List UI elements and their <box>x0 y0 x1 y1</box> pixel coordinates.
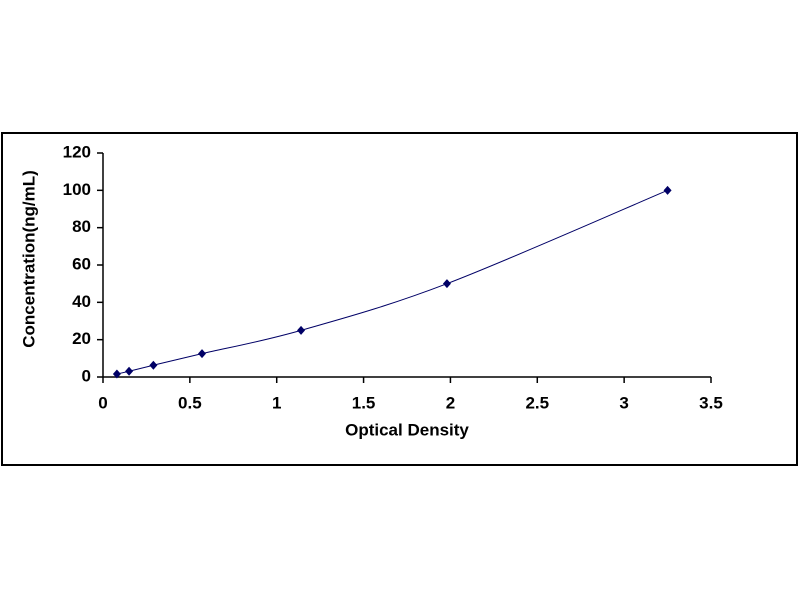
x-tick-label: 2.5 <box>525 393 549 412</box>
y-tick-label: 40 <box>72 292 91 311</box>
x-tick-label: 0 <box>98 393 107 412</box>
x-tick-label: 2 <box>446 393 455 412</box>
x-axis-title: Optical Density <box>345 420 469 439</box>
y-tick-label: 120 <box>63 142 91 161</box>
data-point <box>125 366 134 376</box>
data-point <box>297 325 306 335</box>
x-tick-label: 1.5 <box>352 393 376 412</box>
data-point <box>198 349 207 359</box>
data-point <box>149 360 158 370</box>
y-tick-label: 0 <box>82 366 91 385</box>
y-tick-label: 100 <box>63 180 91 199</box>
y-axis-title: Concentration(ng/mL) <box>19 170 38 348</box>
fit-curve <box>116 189 668 375</box>
chart-frame <box>1 132 798 466</box>
x-tick-label: 3 <box>619 393 628 412</box>
x-tick-label: 0.5 <box>178 393 202 412</box>
data-point <box>112 369 121 379</box>
y-tick-label: 60 <box>72 254 91 273</box>
y-tick-label: 20 <box>72 329 91 348</box>
x-tick-label: 3.5 <box>699 393 723 412</box>
data-point <box>442 279 451 289</box>
x-tick-label: 1 <box>272 393 281 412</box>
data-point <box>663 185 672 195</box>
y-tick-label: 80 <box>72 217 91 236</box>
